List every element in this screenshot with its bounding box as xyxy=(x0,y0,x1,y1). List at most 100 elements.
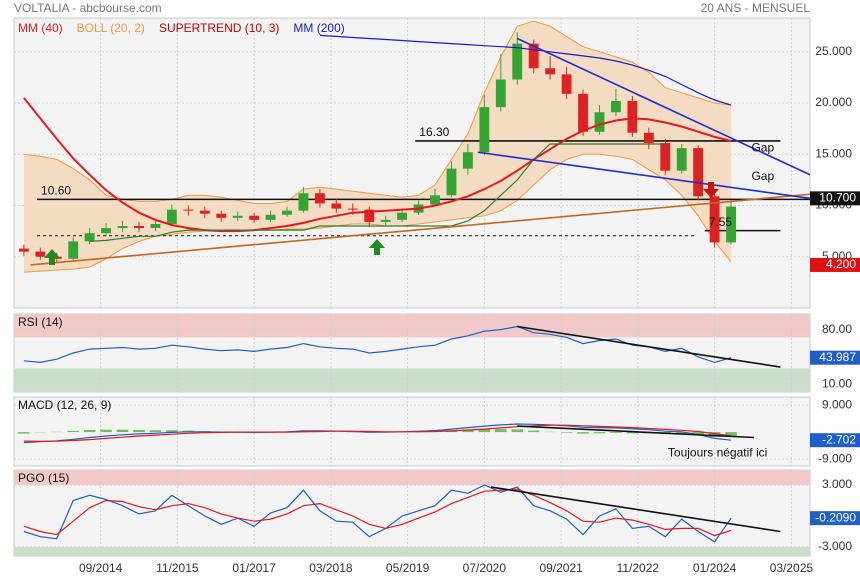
histogram-bar xyxy=(527,430,540,433)
legend-entry: MM (40) xyxy=(18,21,63,35)
candle-body xyxy=(183,209,194,211)
plot-area xyxy=(14,18,810,308)
histogram-bar xyxy=(577,432,589,434)
band-area xyxy=(23,21,732,273)
histogram-bar xyxy=(560,432,573,433)
zone xyxy=(14,368,810,392)
zone xyxy=(14,314,810,338)
histogram-bar xyxy=(83,430,96,433)
trend-line xyxy=(516,37,810,176)
histogram-bar xyxy=(626,432,639,434)
candle-body xyxy=(528,43,539,69)
candle-body xyxy=(265,214,276,220)
candle-body xyxy=(298,193,309,211)
value-box-label: 10.700 xyxy=(819,191,856,205)
candle-body xyxy=(462,152,473,169)
candle-body xyxy=(561,74,572,94)
band-upper xyxy=(23,20,732,204)
candle-body xyxy=(101,228,112,234)
y-tick-label: -9.000 xyxy=(818,451,852,465)
value-box-label: 4.200 xyxy=(826,257,856,271)
candle-body xyxy=(117,226,128,229)
candle-body xyxy=(68,241,79,259)
annotation: Gap xyxy=(751,140,774,154)
histogram-bar xyxy=(511,429,524,433)
value-box-label: 43.987 xyxy=(819,350,856,364)
candle-body xyxy=(282,210,292,215)
histogram-bar xyxy=(67,430,79,433)
y-tick-label: 80.00 xyxy=(822,322,852,336)
signal-arrow xyxy=(369,239,385,255)
series-line xyxy=(319,34,732,106)
signal-arrow xyxy=(703,182,719,198)
value-box xyxy=(810,511,860,526)
level-label: 16.30 xyxy=(419,125,449,139)
series-line xyxy=(23,488,732,537)
candle-body xyxy=(430,195,440,205)
y-tick-label: -3.000 xyxy=(818,539,852,553)
trend-line xyxy=(30,193,810,266)
candle-body xyxy=(479,107,490,153)
x-tick-label: 01/2017 xyxy=(232,561,276,575)
band-lower xyxy=(23,153,732,273)
value-box xyxy=(810,433,860,448)
chart-subtitle: 20 ANS - MENSUEL xyxy=(701,1,811,15)
candle-body xyxy=(166,209,177,224)
legend-entry: SUPERTREND (10, 3) xyxy=(159,21,279,35)
zone xyxy=(14,470,810,485)
x-tick-label: 11/2015 xyxy=(156,561,199,575)
candle-body xyxy=(709,196,720,243)
x-tick-label: 01/2024 xyxy=(693,561,737,575)
value-box xyxy=(810,191,860,206)
y-tick-label: 3.000 xyxy=(822,477,852,491)
candle-body xyxy=(693,148,704,197)
histogram-bar xyxy=(495,429,507,433)
x-tick-label: 07/2020 xyxy=(463,561,507,575)
histogram-bar xyxy=(18,432,30,434)
candle-body xyxy=(397,212,408,220)
value-box-label: -2.702 xyxy=(822,432,856,446)
candle-body xyxy=(676,148,687,171)
candle-body xyxy=(199,210,210,214)
candle-body xyxy=(446,168,457,196)
trend-line xyxy=(490,486,781,533)
panel-title: MACD (12, 26, 9) xyxy=(18,398,111,412)
series-line xyxy=(23,325,732,364)
plot-area xyxy=(14,397,810,466)
candle-body xyxy=(545,68,556,75)
candle-body xyxy=(216,213,227,218)
candle-body xyxy=(249,215,260,220)
value-box xyxy=(810,257,860,272)
trend-line xyxy=(477,151,810,200)
histogram-bar xyxy=(593,432,606,434)
x-tick-label: 11/2022 xyxy=(617,561,660,575)
candle-body xyxy=(627,101,638,133)
candle-body xyxy=(364,209,375,222)
histogram-bar xyxy=(149,430,162,433)
histogram-bar xyxy=(166,430,178,433)
histogram-bar xyxy=(116,429,129,433)
x-tick-label: 03/2025 xyxy=(770,561,814,575)
candle-body xyxy=(495,79,506,108)
legend-entry: BOLL (20, 2) xyxy=(77,21,145,35)
candle-body xyxy=(578,93,588,132)
candle-body xyxy=(331,203,342,209)
histogram-bar xyxy=(692,432,704,436)
candle-body xyxy=(512,43,523,80)
x-tick-label: 09/2014 xyxy=(79,561,123,575)
histogram-bar xyxy=(133,430,145,433)
candle-body xyxy=(84,233,95,242)
panel-title: PGO (15) xyxy=(18,471,69,485)
panel-title: RSI (14) xyxy=(18,315,63,329)
series-line xyxy=(89,143,666,242)
annotation: Toujours négatif ici xyxy=(668,445,767,459)
series-line xyxy=(23,424,732,443)
candle-body xyxy=(232,215,243,218)
candle-body xyxy=(150,223,161,229)
level-label: 7.55 xyxy=(709,215,733,229)
histogram-bar xyxy=(708,432,721,437)
plot-area xyxy=(14,470,810,556)
x-tick-label: 09/2021 xyxy=(539,561,583,575)
x-tick-label: 03/2018 xyxy=(309,561,353,575)
zone xyxy=(14,547,810,556)
